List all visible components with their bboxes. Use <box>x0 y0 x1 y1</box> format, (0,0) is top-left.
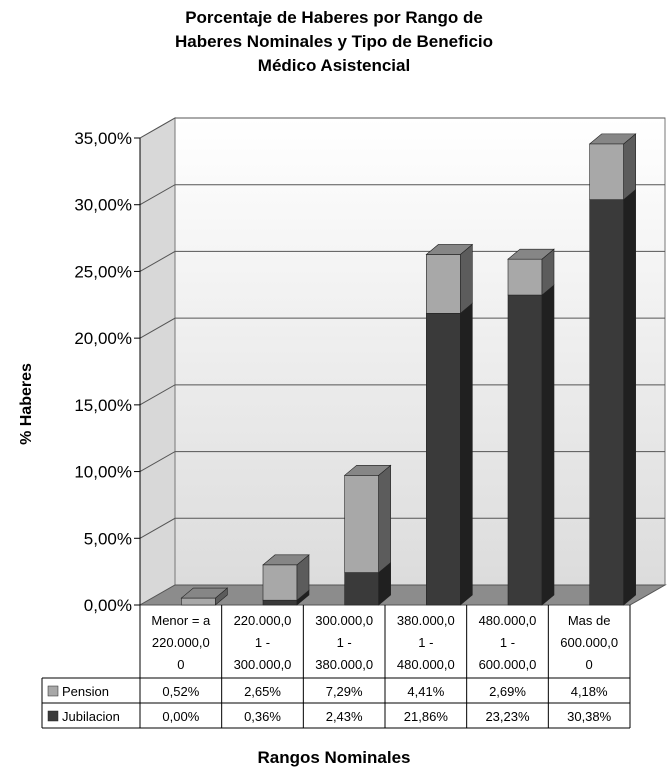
back-wall <box>174 117 666 586</box>
data-label: 0,52% <box>162 684 199 699</box>
chart-title: Porcentaje de Haberes por Rango de Haber… <box>0 6 668 78</box>
chart-title-line-1: Porcentaje de Haberes por Rango de <box>185 8 483 27</box>
side-wall <box>139 117 176 606</box>
y-tick-label: 25,00% <box>74 262 132 281</box>
category-label: 600.000,0 <box>560 635 618 650</box>
data-label: 2,43% <box>326 709 363 724</box>
data-table: Menor = a 220.000,0 0 220.000,0 1 - 300.000,0… <box>41 605 631 729</box>
data-label: 4,18% <box>571 684 608 699</box>
category-label: 220.000,0 <box>234 613 292 628</box>
gridline <box>139 250 665 272</box>
bar-pension <box>589 143 624 200</box>
category-label: 300.000,0 <box>315 613 373 628</box>
y-tick-label: 30,00% <box>74 196 132 215</box>
bar-pension <box>507 258 543 296</box>
bar-top <box>507 248 555 260</box>
gridline <box>139 451 665 473</box>
bar-pension-side <box>623 133 636 201</box>
bar-pension <box>426 254 461 314</box>
bar-top <box>262 554 310 566</box>
bar-pension-side <box>378 464 391 574</box>
bar-pension <box>344 475 379 573</box>
bar-jubilacion <box>426 313 461 606</box>
legend-swatch <box>47 710 59 722</box>
category-label: Menor = a <box>151 613 211 628</box>
bar-top <box>180 587 229 599</box>
gridline <box>139 517 665 539</box>
category-label: 0 <box>586 657 593 672</box>
data-label: 23,23% <box>485 709 530 724</box>
category-label: 480.000,0 <box>479 613 537 628</box>
bar-pension <box>181 597 216 606</box>
y-tick-label: 35,00% <box>74 129 132 148</box>
gridline <box>139 317 665 339</box>
bar-pension-side <box>460 243 473 314</box>
category-label: 1 - <box>255 635 270 650</box>
bar-top <box>588 133 637 145</box>
category-label: 300.000,0 <box>234 657 292 672</box>
category-label: 220.000,0 <box>152 635 210 650</box>
data-label: 2,65% <box>244 684 281 699</box>
y-tick-label: 10,00% <box>74 463 132 482</box>
bar-jubilacion <box>344 572 379 606</box>
legend-label: Pension <box>62 684 109 699</box>
y-tick-label: 15,00% <box>74 396 132 415</box>
y-tick-label: 5,00% <box>84 529 132 548</box>
y-tick-label: 0,00% <box>84 596 132 615</box>
bar-jubilacion <box>507 294 543 606</box>
bar-top <box>343 465 392 476</box>
category-label: 1 - <box>337 635 352 650</box>
gridline <box>139 184 665 206</box>
bar-jubilacion <box>262 599 298 606</box>
data-label: 7,29% <box>326 684 363 699</box>
data-label: 0,00% <box>162 709 199 724</box>
gridline <box>139 384 665 406</box>
legend-label: Jubilacion <box>62 709 120 724</box>
data-label: 4,41% <box>407 684 444 699</box>
bar-jubilacion-side <box>541 284 555 606</box>
bar-pension <box>262 564 298 601</box>
category-label: 380.000,0 <box>397 613 455 628</box>
chart-title-line-2: Haberes Nominales y Tipo de Beneficio <box>174 32 494 51</box>
category-label: 480.000,0 <box>397 657 455 672</box>
x-axis-label: Rangos Nominales <box>257 748 411 767</box>
legend-swatch <box>47 685 59 697</box>
bar-jubilacion-side <box>460 302 473 606</box>
chart-title-line-3: Médico Asistencial <box>257 56 411 75</box>
data-label: 0,36% <box>244 709 281 724</box>
bar-jubilacion <box>589 199 624 606</box>
category-label: 600.000,0 <box>479 657 537 672</box>
data-label: 30,38% <box>567 709 612 724</box>
category-label: 380.000,0 <box>315 657 373 672</box>
bar-top <box>425 244 474 255</box>
category-label: 1 - <box>418 635 433 650</box>
category-label: Mas de <box>568 613 611 628</box>
bar-jubilacion-side <box>623 189 636 606</box>
category-label: 1 - <box>500 635 515 650</box>
y-tick-label: 20,00% <box>74 329 132 348</box>
gridline <box>139 117 665 139</box>
category-label: 0 <box>177 657 184 672</box>
data-label: 2,69% <box>489 684 526 699</box>
data-label: 21,86% <box>404 709 449 724</box>
